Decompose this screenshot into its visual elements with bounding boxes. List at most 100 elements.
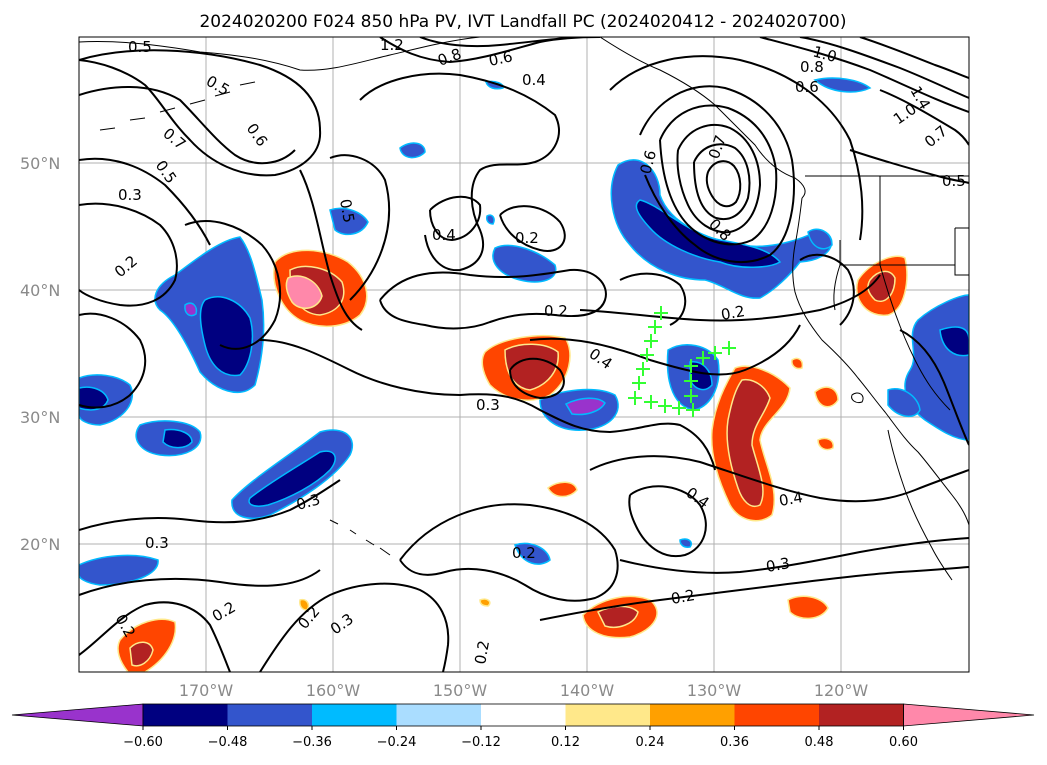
neg-region-170w-purple (184, 302, 198, 317)
contour-165w-vertical (299, 169, 363, 331)
islands-east-pacific (851, 392, 864, 403)
contour-0.2-mid-3 (619, 272, 687, 326)
contour-label: 1.0 (811, 42, 839, 66)
state-border-3 (954, 227, 969, 276)
colorbar-tick-label: 0.36 (720, 735, 749, 750)
colorbar-tick-label: 0.60 (889, 735, 918, 750)
contour-0.4-south (628, 485, 707, 558)
colorbar-tick-label: 0.24 (636, 735, 665, 750)
contour-0.4-south-wide (589, 455, 969, 503)
colorbar-tick-label: −0.12 (461, 735, 501, 750)
contour-coast-high-2 (659, 104, 778, 246)
bc-coast (599, 37, 806, 199)
contour-nw-low-2 (79, 86, 296, 165)
colorbar-segment (650, 704, 735, 726)
contour-coast-high-1 (639, 85, 795, 263)
contour-label: 0.3 (765, 554, 792, 576)
neg-region-177w-south (79, 554, 159, 586)
contour-label: 0.3 (118, 186, 142, 204)
neg-region-nw-coast-core (635, 199, 782, 268)
contour-0.4-145w (509, 357, 565, 400)
contour-label: 0.2 (544, 302, 568, 320)
pos-region-25n-142w (547, 481, 578, 498)
contour-nw-2 (419, 37, 581, 48)
colorbar-tick-label: −0.36 (292, 735, 332, 750)
contour-label: 1.2 (380, 36, 404, 54)
contour-153w (359, 72, 560, 272)
lon-label: 140°W (560, 681, 615, 700)
contour-label: 0.3 (476, 396, 500, 414)
lat-label: 30°N (20, 408, 60, 427)
hawaii (329, 519, 391, 556)
contour-west-3 (79, 312, 147, 409)
contour-0.3-mid (259, 339, 716, 471)
contour-ne-3 (859, 37, 969, 79)
contour-label: 0.4 (778, 488, 805, 510)
colorbar-tick-label: −0.48 (208, 735, 248, 750)
colorbar-tick-label: 0.12 (551, 735, 580, 750)
neg-region-170w-core (199, 296, 254, 377)
contour-0.2-south-wide (539, 566, 969, 621)
contour-label: 0.6 (487, 47, 514, 70)
contour-0.2-mid (499, 205, 566, 252)
contour-0.3-south (79, 479, 341, 531)
pos-region-28n-121w (817, 437, 835, 451)
pv-contours (79, 37, 969, 672)
contour-ne-5 (849, 149, 969, 184)
contour-label: 0.2 (512, 544, 536, 562)
contour-0.2-south-3 (399, 503, 619, 602)
contour-label: 0.5 (336, 198, 358, 225)
pos-region-small-south (479, 598, 491, 607)
neg-region-west-edge-core (79, 386, 109, 411)
contour-label: 0.4 (432, 226, 456, 244)
ivt-marker (640, 348, 654, 362)
lon-label: 160°W (306, 681, 361, 700)
colorbar-tick-label: −0.60 (123, 735, 163, 750)
contour-label: 0.5 (942, 172, 966, 190)
contour-0.2-wide (579, 274, 881, 322)
lat-label: 40°N (20, 281, 60, 300)
ivt-marker (648, 320, 662, 334)
pos-region-122w-south (787, 595, 829, 620)
neg-region-ca-coast-core (939, 326, 969, 357)
baja-coast (887, 429, 953, 581)
latitude-labels: 50°N 40°N 30°N 20°N (20, 154, 60, 554)
figure-title: 2024020200 F024 850 hPa PV, IVT Landfall… (199, 12, 846, 32)
ivt-marker (672, 401, 686, 415)
contour-160w-top (329, 154, 391, 301)
contour-0.3-south-2 (79, 569, 321, 596)
negative-shading (79, 77, 969, 586)
colorbar-segment (481, 704, 566, 726)
colorbar-outline (142, 703, 904, 727)
pos-region-178w-south-core (129, 641, 154, 667)
lat-label: 20°N (20, 535, 60, 554)
contour-label: 0.8 (800, 58, 824, 76)
contour-label: 0.2 (720, 302, 747, 324)
state-border-4 (879, 264, 951, 411)
ivt-marker (636, 362, 650, 376)
ivt-marker (644, 334, 658, 348)
neg-region-small3 (679, 538, 692, 548)
ivt-marker (628, 391, 642, 405)
contour-label: 0.5 (128, 38, 152, 56)
neg-region-small1 (485, 80, 504, 90)
lon-label: 150°W (433, 681, 488, 700)
contour-coast-high-6 (609, 55, 864, 241)
pos-region-34n-126w (791, 357, 804, 370)
contour-label: 0.2 (515, 229, 539, 247)
neg-region-nv (807, 228, 833, 250)
contour-coast-high-5 (705, 160, 742, 208)
ivt-marker (654, 306, 668, 320)
contour-label: 0.3 (145, 534, 169, 552)
pos-region-30n-121w (814, 386, 839, 408)
neg-region-48n (399, 142, 426, 159)
ivt-marker (686, 403, 700, 417)
contour-ne-1 (759, 37, 969, 113)
contour-label: 0.6 (795, 78, 819, 96)
neg-region-40n-140w (492, 244, 557, 283)
ivt-marker (684, 359, 698, 373)
ivt-marker (722, 341, 736, 355)
map-frame (78, 36, 970, 673)
